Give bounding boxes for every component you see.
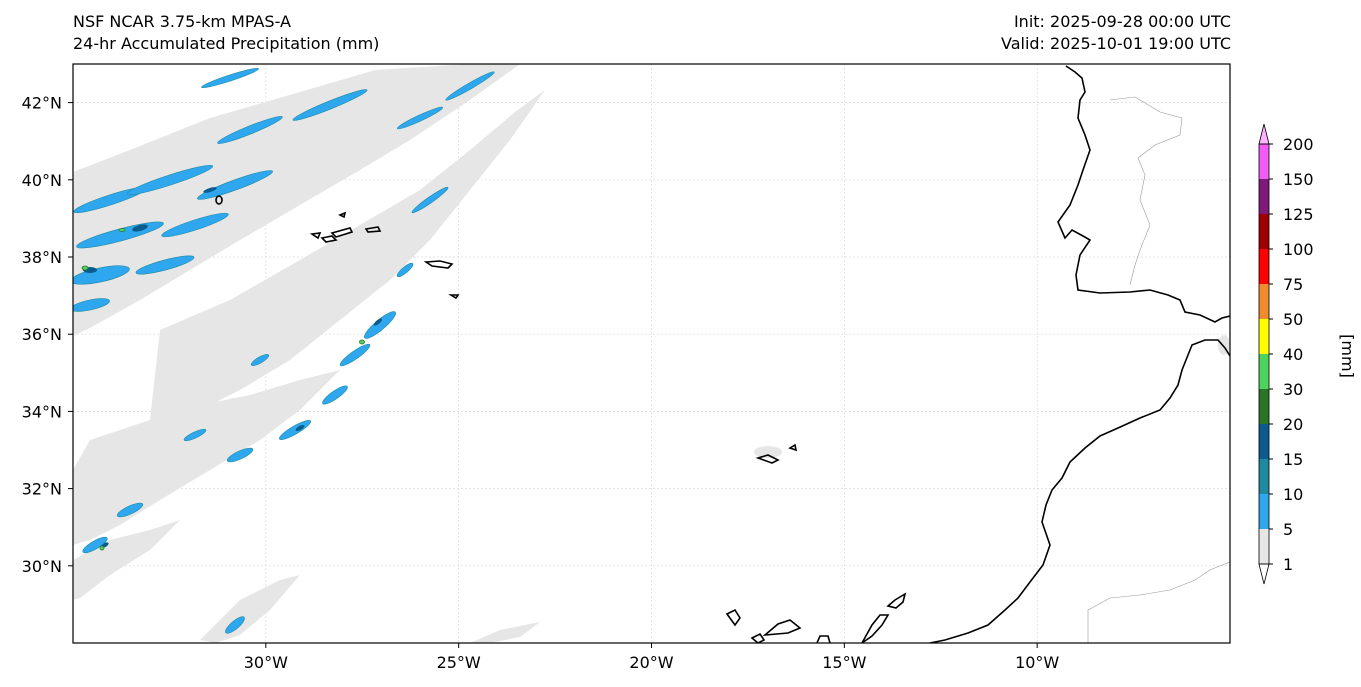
colorbar-segment [1259,144,1269,179]
axis-ticks [68,102,1038,648]
colorbar-segment [1259,389,1269,424]
colorbar-segment [1259,214,1269,249]
colorbar-segment [1259,319,1269,354]
lat-tick-label: 36°N [22,325,62,344]
lat-tick-label: 30°N [22,557,62,576]
colorbar-tick-label: 75 [1283,275,1303,294]
colorbar-tick-label: 5 [1283,520,1293,539]
lat-tick-label: 34°N [22,402,62,421]
precip-intense-cores [81,228,365,551]
init-time: Init: 2025-09-28 00:00 UTC [1013,12,1231,31]
colorbar-tick-label: 125 [1283,205,1314,224]
lat-tick-label: 42°N [22,94,62,113]
lon-tick-label: 20°W [629,653,673,672]
lon-tick-label: 15°W [822,653,866,672]
colorbar-tick-label: 15 [1283,450,1303,469]
colorbar-tick-label: 40 [1283,345,1303,364]
colorbar-segment [1259,354,1269,389]
country-borders [1087,96,1230,643]
colorbar-label: [mm] [1338,334,1357,378]
colorbar-segment [1259,459,1269,494]
colorbar-tick-label: 150 [1283,170,1314,189]
lon-tick-label: 30°W [244,653,288,672]
colorbar-segment [1259,494,1269,529]
colorbar-extend-max [1258,123,1270,145]
lon-tick-label: 25°W [437,653,481,672]
lat-tick-label: 32°N [22,480,62,499]
lat-tick-label: 38°N [22,248,62,267]
colorbar-tick-label: 10 [1283,485,1303,504]
lon-tick-label: 10°W [1015,653,1059,672]
field-title: 24-hr Accumulated Precipitation (mm) [73,34,380,53]
model-title: NSF NCAR 3.75-km MPAS-A [73,12,291,31]
lat-tick-label: 40°N [22,171,62,190]
colorbar-tick-label: 100 [1283,240,1314,259]
coastlines [215,65,1230,643]
axis-labels: 30°W 25°W 20°W 15°W 10°W 30°N 32°N 34°N 36°N 38°N… [22,94,1060,672]
colorbar-segment [1259,179,1269,214]
colorbar-extend-min [1258,563,1270,585]
colorbar-tick-label: 1 [1283,555,1293,574]
colorbar-segment [1259,249,1269,284]
colorbar-tick-label: 50 [1283,310,1303,329]
colorbar-tick-label: 200 [1283,135,1314,154]
colorbar-segment [1259,424,1269,459]
precip-light-band [73,64,1230,643]
valid-time: Valid: 2025-10-01 19:00 UTC [1000,34,1231,53]
colorbar-segment [1259,529,1269,564]
colorbar-segment [1259,284,1269,319]
colorbar-tick-label: 20 [1283,415,1303,434]
colorbar-tick-label: 30 [1283,380,1303,399]
